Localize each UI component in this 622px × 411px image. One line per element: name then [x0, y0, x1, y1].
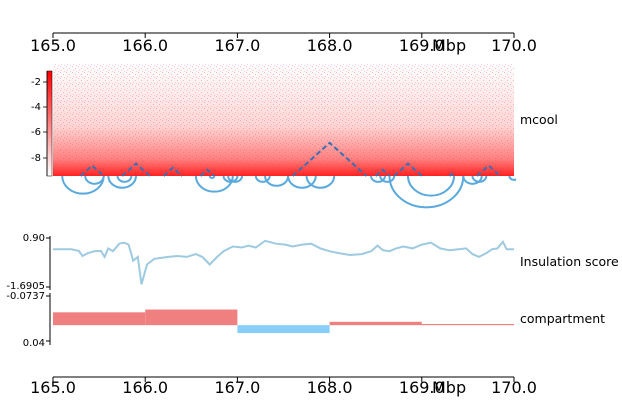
loop-arc: [254, 176, 271, 183]
loop-arc: [379, 176, 396, 183]
loop-arc: [370, 176, 386, 183]
loop-arc: [194, 176, 234, 193]
x-tick-label: 169.0: [399, 36, 445, 55]
x-tick-label: 170.0: [491, 36, 537, 55]
colorbar-tick-label: -8: [31, 153, 41, 164]
tad-boundary: [393, 162, 423, 177]
tad-boundary: [199, 168, 216, 177]
track-label-mcool: mcool: [520, 112, 558, 127]
loop-arc: [227, 176, 244, 183]
x-tick-label: 170.0: [491, 378, 537, 397]
compartment-bar: [237, 325, 330, 334]
insulation-ymax-label: 0.90: [23, 233, 45, 244]
loop-arc: [471, 176, 488, 183]
loops-track: [61, 176, 516, 209]
x-tick-label: 167.0: [214, 36, 260, 55]
compartment-bar: [329, 321, 422, 326]
insulation-score-track: 0.90 -1.6905 Insulation score: [6, 233, 619, 292]
loop-arc: [222, 176, 239, 183]
x-tick-label: 168.0: [307, 378, 353, 397]
compartment-ymin-label: -0.0737: [6, 291, 45, 302]
loop-arc: [61, 176, 105, 195]
track-label-compartment: compartment: [520, 311, 605, 326]
tad-boundary: [476, 164, 501, 177]
compartment-track: -0.0737 0.04 compartment: [6, 291, 605, 349]
tad-boundary: [292, 141, 368, 177]
tad-boundary: [79, 164, 105, 177]
colorbar-tick-label: -4: [31, 102, 41, 113]
top-axis-unit: Mbp: [432, 36, 466, 55]
loop-arc: [406, 176, 456, 197]
x-tick-label: 168.0: [307, 36, 353, 55]
colorbar-tick-label: -6: [31, 127, 41, 138]
loop-arc: [462, 176, 483, 185]
x-tick-label: 166.0: [122, 378, 168, 397]
track-label-insulation: Insulation score: [520, 254, 619, 269]
loop-arc: [305, 176, 336, 189]
x-tick-label: 166.0: [122, 36, 168, 55]
tad-boundary: [121, 162, 151, 177]
compartment-bar: [145, 309, 238, 326]
insulation-ymin-label: -1.6905: [6, 281, 45, 292]
insulation-line: [53, 239, 514, 285]
tad-boundary: [375, 168, 391, 177]
loop-arc: [116, 176, 133, 183]
heatmap-texture: [53, 64, 514, 176]
x-tick-label: 167.0: [214, 378, 260, 397]
bottom-axis-unit: Mbp: [432, 378, 466, 397]
colorbar: [46, 70, 53, 177]
tad-boundary: [448, 172, 455, 177]
loop-arc: [287, 176, 317, 189]
loop-arc: [84, 176, 105, 185]
x-tick-label: 165.0: [30, 36, 76, 55]
hic-heatmap-track: -2 -4 -6 -8 mcool: [31, 64, 558, 177]
bottom-x-axis: 165.0 166.0 167.0 168.0 169.0 170.0 Mbp: [30, 376, 537, 397]
x-tick-label: 169.0: [399, 378, 445, 397]
compartment-bar: [53, 312, 146, 326]
colorbar-tick-label: -2: [31, 77, 41, 88]
loop-arc: [508, 176, 516, 181]
tad-boundary: [162, 166, 183, 177]
loop-arc: [208, 176, 216, 179]
compartment-ymax-label: 0.04: [23, 338, 45, 349]
top-x-axis: 165.0 166.0 167.0 168.0 169.0 170.0 Mbp: [30, 32, 537, 55]
compartment-bar: [421, 323, 514, 326]
x-tick-label: 165.0: [30, 378, 76, 397]
loop-arc: [107, 176, 137, 189]
